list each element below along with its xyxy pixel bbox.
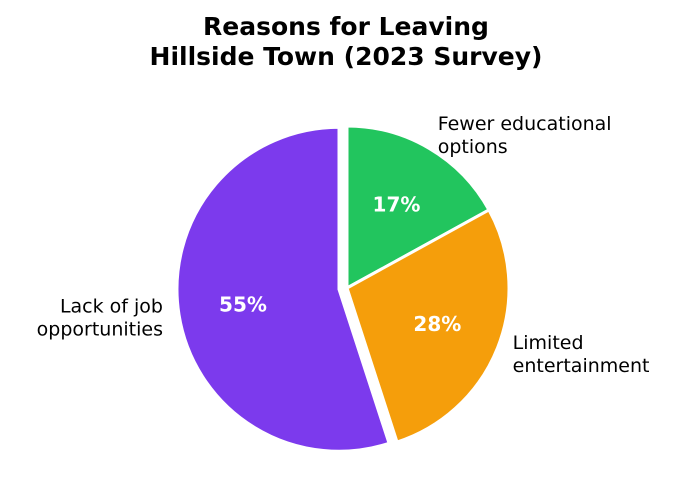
pie-slice xyxy=(345,207,511,444)
slice-percent-label: 55% xyxy=(219,292,267,316)
chart-title-line-2: Hillside Town (2023 Survey) xyxy=(150,42,543,71)
slice-label: Lack of job opportunities xyxy=(37,296,163,341)
slice-label: Fewer educational options xyxy=(438,113,612,158)
slice-label: Limited entertainment xyxy=(513,332,650,377)
slice-percent-label: 28% xyxy=(413,312,461,336)
slice-percent-label: 17% xyxy=(373,192,421,216)
pie-slice xyxy=(345,124,491,291)
chart-title-line-1: Reasons for Leaving xyxy=(203,12,489,41)
pie-slice xyxy=(175,125,391,453)
